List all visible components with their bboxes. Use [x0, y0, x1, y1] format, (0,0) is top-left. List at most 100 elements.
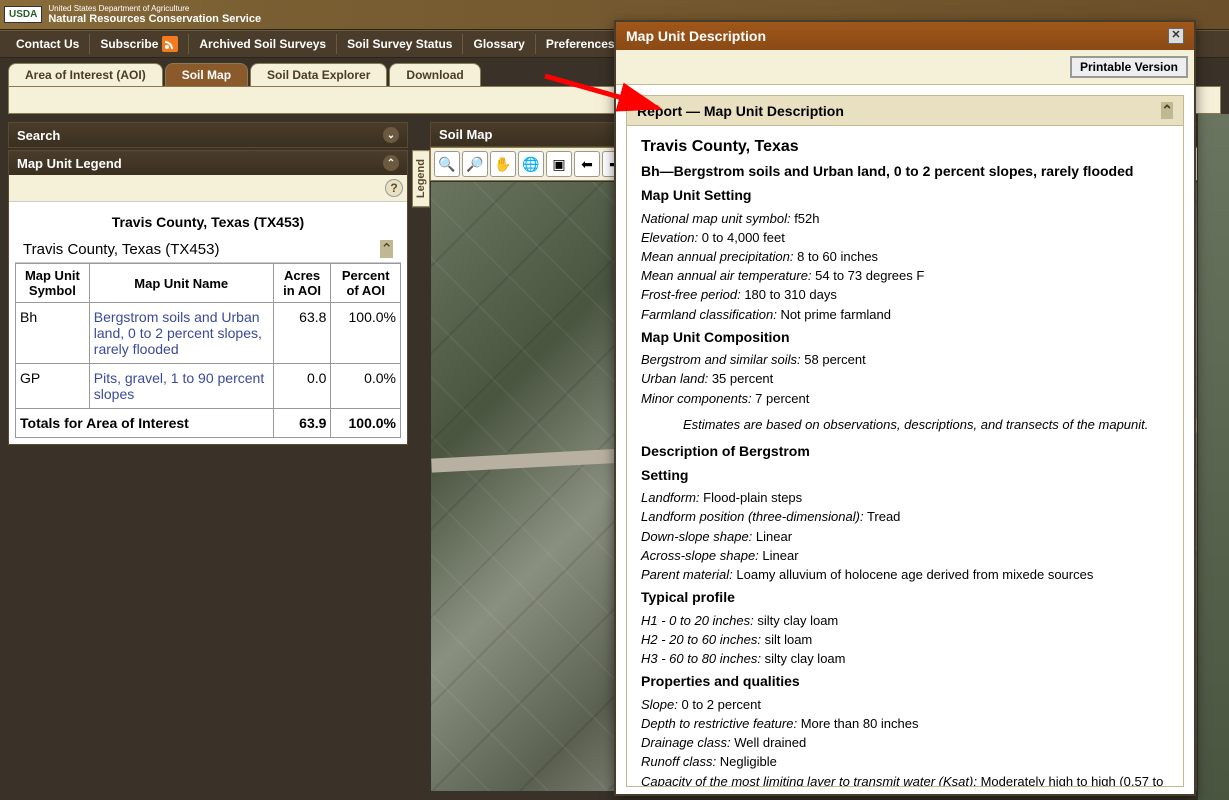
kv-row: National map unit symbol: f52h: [641, 210, 1169, 228]
agency-text: United States Department of Agriculture …: [48, 4, 261, 25]
kv-row: Mean annual air temperature: 54 to 73 de…: [641, 267, 1169, 285]
legend-tab[interactable]: Legend: [412, 150, 430, 207]
kv-key: National map unit symbol:: [641, 211, 791, 226]
kv-row: Urban land: 35 percent: [641, 370, 1169, 388]
tab-soil-map[interactable]: Soil Map: [165, 63, 248, 86]
tab-explorer[interactable]: Soil Data Explorer: [250, 63, 387, 86]
kv-key: Runoff class:: [641, 754, 716, 769]
kv-val: 0 to 2 percent: [678, 697, 761, 712]
collapse-icon[interactable]: ⌃: [1161, 102, 1173, 119]
collapse-icon[interactable]: ⌄: [383, 127, 399, 143]
report-county: Travis County, Texas: [641, 136, 1169, 158]
aoi-icon[interactable]: ▣: [546, 151, 572, 177]
table-row: GP Pits, gravel, 1 to 90 percent slopes …: [16, 364, 401, 409]
kv-val: Not prime farmland: [777, 307, 891, 322]
legend-panel: Map Unit Legend ⌃ ? Travis County, Texas …: [8, 150, 408, 445]
subsection-title: Typical profile: [641, 588, 1169, 608]
totals-row: Totals for Area of Interest 63.9 100.0%: [16, 409, 401, 438]
kv-row: Minor components: 7 percent: [641, 390, 1169, 408]
kv-val: Negligible: [716, 754, 777, 769]
map-title: Soil Map: [439, 127, 492, 142]
kv-key: Landform:: [641, 490, 700, 505]
kv-key: Mean annual precipitation:: [641, 249, 794, 264]
kv-val: Flood-plain steps: [700, 490, 803, 505]
kv-val: Well drained: [731, 735, 807, 750]
report-unit: Bh—Bergstrom soils and Urban land, 0 to …: [641, 162, 1169, 182]
subsection-title: Setting: [641, 466, 1169, 486]
close-icon[interactable]: ✕: [1168, 28, 1184, 44]
nav-subscribe[interactable]: Subscribe: [90, 34, 189, 54]
cell-acres: 63.8: [273, 303, 331, 364]
back-icon[interactable]: ⬅: [574, 151, 600, 177]
kv-key: Urban land:: [641, 371, 708, 386]
zoom-in-icon[interactable]: 🔍: [434, 151, 460, 177]
nav-archived[interactable]: Archived Soil Surveys: [189, 34, 337, 54]
kv-row: Slope: 0 to 2 percent: [641, 696, 1169, 714]
nav-prefs[interactable]: Preferences: [536, 34, 626, 54]
kv-val: Linear: [759, 548, 799, 563]
tab-aoi[interactable]: Area of Interest (AOI): [8, 63, 163, 86]
pan-icon[interactable]: ✋: [490, 151, 516, 177]
kv-val: silt loam: [761, 632, 812, 647]
nav-contact[interactable]: Contact Us: [6, 34, 90, 54]
kv-val: 58 percent: [801, 352, 866, 367]
printable-button[interactable]: Printable Version: [1070, 56, 1188, 78]
kv-row: Capacity of the most limiting layer to t…: [641, 773, 1169, 786]
col-symbol: Map Unit Symbol: [16, 264, 90, 303]
search-panel: Search ⌄: [8, 122, 408, 148]
kv-row: Landform position (three-dimensional): T…: [641, 508, 1169, 526]
kv-val: 0 to 4,000 feet: [698, 230, 785, 245]
kv-key: Bergstrom and similar soils:: [641, 352, 801, 367]
cell-pct: 100.0%: [331, 303, 401, 364]
rss-icon: [162, 36, 178, 52]
kv-key: H1 - 0 to 20 inches:: [641, 613, 754, 628]
kv-row: H1 - 0 to 20 inches: silty clay loam: [641, 612, 1169, 630]
kv-row: Bergstrom and similar soils: 58 percent: [641, 351, 1169, 369]
kv-key: Minor components:: [641, 391, 752, 406]
kv-val: Linear: [752, 529, 792, 544]
cell-pct: 0.0%: [331, 364, 401, 409]
kv-row: H3 - 60 to 80 inches: silty clay loam: [641, 650, 1169, 668]
nav-subscribe-label: Subscribe: [100, 37, 158, 51]
totals-label: Totals for Area of Interest: [16, 409, 274, 438]
kv-key: Frost-free period:: [641, 287, 741, 302]
tab-download[interactable]: Download: [389, 63, 480, 86]
unit-link[interactable]: Pits, gravel, 1 to 90 percent slopes: [94, 370, 264, 402]
legend-title: Map Unit Legend: [17, 156, 122, 171]
description-popup: Map Unit Description ✕ Printable Version…: [614, 20, 1196, 796]
globe-icon[interactable]: 🌐: [518, 151, 544, 177]
usda-logo: USDA: [4, 6, 42, 23]
kv-val: 54 to 73 degrees F: [812, 268, 925, 283]
kv-key: Parent material:: [641, 567, 733, 582]
help-icon[interactable]: ?: [385, 179, 403, 197]
nav-glossary[interactable]: Glossary: [463, 34, 535, 54]
totals-pct: 100.0%: [331, 409, 401, 438]
kv-key: Landform position (three-dimensional):: [641, 509, 864, 524]
collapse-icon[interactable]: ⌃: [383, 155, 399, 171]
nav-status[interactable]: Soil Survey Status: [337, 34, 463, 54]
kv-val: silty clay loam: [761, 651, 846, 666]
county-header: Travis County, Texas (TX453): [15, 208, 401, 236]
kv-row: Runoff class: Negligible: [641, 753, 1169, 771]
subsection-title: Properties and qualities: [641, 672, 1169, 692]
kv-key: Drainage class:: [641, 735, 731, 750]
unit-link[interactable]: Bergstrom soils and Urban land, 0 to 2 p…: [94, 309, 262, 357]
popup-title: Map Unit Description: [626, 28, 766, 44]
search-title: Search: [17, 128, 60, 143]
map-unit-table: Map Unit Symbol Map Unit Name Acres in A…: [15, 263, 401, 438]
kv-key: Across-slope shape:: [641, 548, 759, 563]
county-label: Travis County, Texas (TX453): [23, 241, 219, 258]
kv-key: Elevation:: [641, 230, 698, 245]
col-acres: Acres in AOI: [273, 264, 331, 303]
totals-acres: 63.9: [273, 409, 331, 438]
kv-row: Frost-free period: 180 to 310 days: [641, 286, 1169, 304]
zoom-out-icon[interactable]: 🔎: [462, 151, 488, 177]
collapse-icon[interactable]: ⌃: [380, 240, 393, 258]
report-body: Travis County, Texas Bh—Bergstrom soils …: [627, 126, 1183, 786]
section-title: Map Unit Setting: [641, 186, 1169, 206]
kv-row: Parent material: Loamy alluvium of holoc…: [641, 566, 1169, 584]
cell-sym: GP: [16, 364, 90, 409]
service-text: Natural Resources Conservation Service: [48, 13, 261, 25]
table-row: Bh Bergstrom soils and Urban land, 0 to …: [16, 303, 401, 364]
section-title: Description of Bergstrom: [641, 442, 1169, 462]
